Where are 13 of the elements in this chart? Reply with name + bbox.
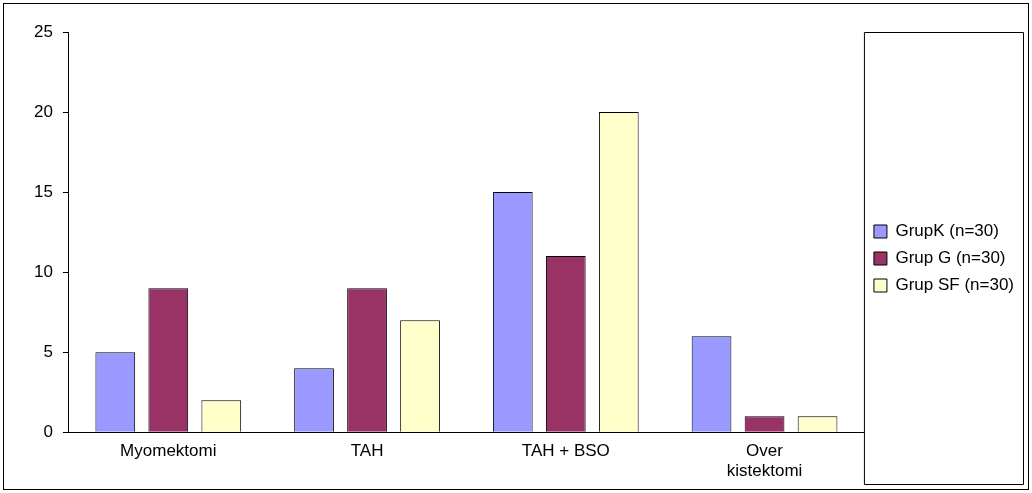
y-tick-label: 10: [33, 261, 53, 281]
legend-label: Grup G (n=30): [895, 248, 1006, 268]
x-tick-label: TAH: [350, 441, 384, 461]
y-tick-label: 20: [33, 101, 53, 121]
x-tick-label: Myomektomi: [120, 441, 217, 461]
y-tick-label: 0: [43, 421, 53, 441]
x-tick-label: Over kistektomi: [726, 441, 803, 481]
y-tick-label: 15: [33, 181, 53, 201]
legend-label: Grup SF (n=30): [895, 275, 1014, 295]
y-tick-label: 25: [33, 21, 53, 41]
x-tick-label: TAH + BSO: [521, 441, 610, 461]
legend-label: GrupK (n=30): [895, 221, 999, 241]
y-tick-label: 5: [43, 341, 53, 361]
